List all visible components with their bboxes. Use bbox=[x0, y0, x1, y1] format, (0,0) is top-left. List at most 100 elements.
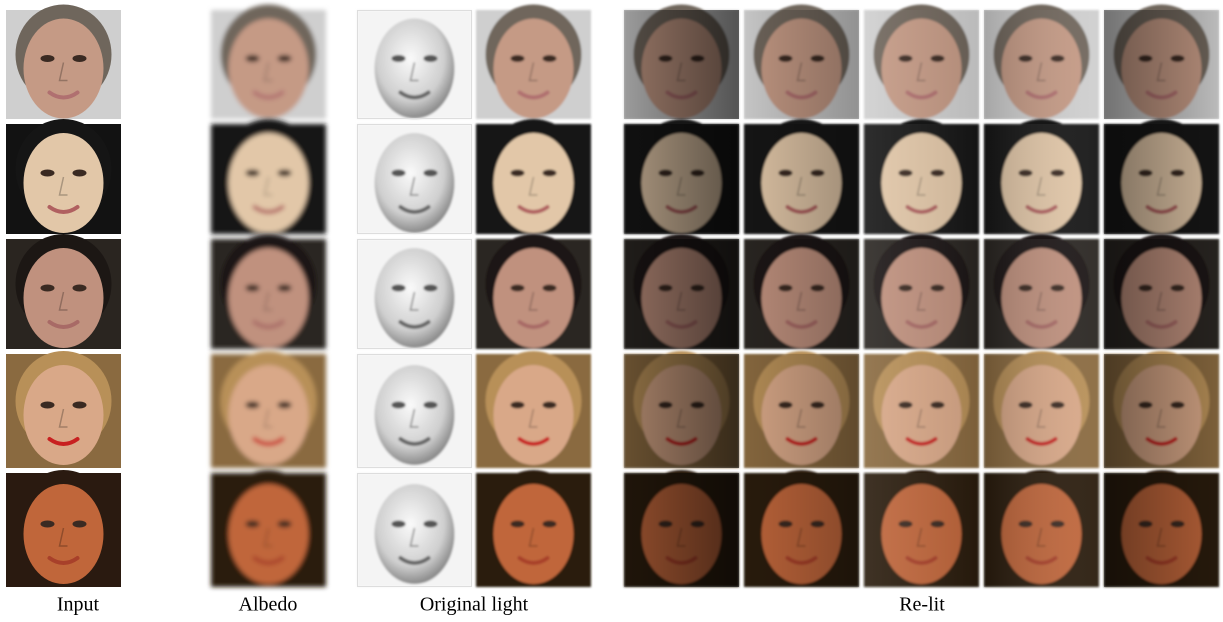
relight-overlay bbox=[1104, 473, 1219, 587]
eye bbox=[511, 170, 525, 177]
relight-overlay bbox=[984, 124, 1099, 234]
eye bbox=[278, 285, 292, 292]
face-image bbox=[624, 119, 739, 234]
face-content bbox=[357, 354, 472, 468]
face-image bbox=[6, 470, 121, 587]
face-image bbox=[357, 124, 472, 234]
face-image bbox=[864, 234, 979, 349]
face-image bbox=[211, 119, 326, 234]
face-image bbox=[864, 470, 979, 587]
face-image bbox=[1104, 5, 1219, 120]
eye bbox=[246, 402, 260, 409]
relight-overlay bbox=[864, 124, 979, 234]
eye bbox=[543, 521, 557, 528]
caption: Input bbox=[57, 594, 100, 616]
eye bbox=[73, 521, 87, 528]
face-image bbox=[984, 470, 1099, 587]
relight-overlay bbox=[864, 354, 979, 468]
face bbox=[375, 19, 455, 119]
relight-overlay bbox=[744, 239, 859, 349]
eye bbox=[392, 402, 406, 409]
face-image bbox=[6, 119, 121, 234]
caption: Re-lit bbox=[899, 594, 945, 616]
eye bbox=[511, 55, 525, 62]
eye bbox=[246, 285, 260, 292]
face-image bbox=[476, 351, 591, 468]
face bbox=[229, 365, 309, 465]
eye bbox=[278, 521, 292, 528]
face bbox=[24, 19, 104, 119]
eye bbox=[424, 285, 438, 292]
face-image bbox=[357, 10, 472, 119]
eye bbox=[246, 55, 260, 62]
eye bbox=[41, 55, 55, 62]
face bbox=[24, 484, 104, 584]
face-image bbox=[211, 470, 326, 587]
face bbox=[494, 19, 574, 119]
figure: Input Albedo Original light Re-lit bbox=[0, 0, 1223, 622]
face bbox=[24, 133, 104, 233]
relight-overlay bbox=[1104, 124, 1219, 234]
relight-overlay bbox=[984, 239, 1099, 349]
relight-overlay bbox=[744, 10, 859, 119]
face-image bbox=[984, 119, 1099, 234]
face-image bbox=[1104, 470, 1219, 587]
eye bbox=[511, 285, 525, 292]
relight-overlay bbox=[744, 473, 859, 587]
face bbox=[375, 484, 455, 584]
face-content bbox=[357, 124, 472, 234]
relight-overlay bbox=[624, 10, 739, 119]
face-image bbox=[476, 234, 591, 349]
face-image bbox=[624, 234, 739, 349]
eye bbox=[278, 170, 292, 177]
face-content bbox=[476, 119, 591, 234]
relight-overlay bbox=[984, 354, 1099, 468]
face-image bbox=[624, 5, 739, 120]
face-content bbox=[211, 470, 326, 587]
relight-overlay bbox=[624, 473, 739, 587]
relight-overlay bbox=[864, 239, 979, 349]
eye bbox=[41, 402, 55, 409]
face bbox=[229, 248, 309, 348]
eye bbox=[424, 521, 438, 528]
face-image bbox=[624, 351, 739, 468]
eye bbox=[424, 55, 438, 62]
face-content bbox=[6, 470, 121, 587]
relight-overlay bbox=[984, 473, 1099, 587]
face-image bbox=[6, 234, 121, 349]
face bbox=[24, 365, 104, 465]
eye bbox=[246, 170, 260, 177]
eye bbox=[392, 521, 406, 528]
face-content bbox=[476, 470, 591, 587]
face-content bbox=[211, 351, 326, 468]
relight-overlay bbox=[744, 124, 859, 234]
face bbox=[375, 248, 455, 348]
face-image bbox=[6, 351, 121, 468]
face-content bbox=[211, 234, 326, 349]
eye bbox=[41, 285, 55, 292]
eye bbox=[543, 402, 557, 409]
face-image bbox=[357, 473, 472, 587]
face bbox=[494, 365, 574, 465]
image-grid bbox=[6, 5, 1219, 588]
face-image bbox=[744, 5, 859, 120]
face-image bbox=[744, 119, 859, 234]
eye bbox=[392, 55, 406, 62]
eye bbox=[392, 285, 406, 292]
face-image bbox=[6, 5, 121, 120]
eye bbox=[41, 170, 55, 177]
eye bbox=[511, 402, 525, 409]
face bbox=[494, 248, 574, 348]
face-image bbox=[984, 351, 1099, 468]
face-content bbox=[357, 10, 472, 119]
face-image bbox=[984, 234, 1099, 349]
face-content bbox=[6, 351, 121, 468]
face-image bbox=[624, 470, 739, 587]
relight-overlay bbox=[624, 354, 739, 468]
face bbox=[375, 133, 455, 233]
relight-overlay bbox=[864, 473, 979, 587]
eye bbox=[543, 285, 557, 292]
face-content bbox=[6, 119, 121, 234]
face-image bbox=[357, 239, 472, 349]
relight-overlay bbox=[624, 124, 739, 234]
